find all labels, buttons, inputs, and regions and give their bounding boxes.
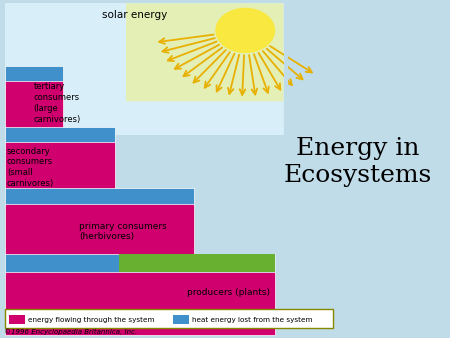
- Bar: [4, 188, 194, 204]
- Text: primary consumers
(herbivores): primary consumers (herbivores): [79, 222, 166, 241]
- Text: tertiary
consumers
(large
carnivores): tertiary consumers (large carnivores): [34, 82, 81, 124]
- Bar: [4, 269, 274, 335]
- Bar: [173, 315, 189, 324]
- Text: heat energy lost from the system: heat energy lost from the system: [192, 317, 313, 323]
- Bar: [4, 66, 63, 81]
- Text: solar energy: solar energy: [103, 10, 167, 20]
- Text: producers (plants): producers (plants): [187, 288, 270, 297]
- Bar: [4, 79, 63, 128]
- Text: ©1996 Encyclopaedia Britannica, Inc.: ©1996 Encyclopaedia Britannica, Inc.: [4, 329, 138, 335]
- Bar: [9, 315, 25, 324]
- FancyBboxPatch shape: [126, 3, 284, 101]
- Text: secondary
consumers
(small
carnivores): secondary consumers (small carnivores): [7, 147, 54, 188]
- Bar: [4, 127, 115, 142]
- Bar: [4, 309, 333, 328]
- Bar: [4, 254, 274, 272]
- Bar: [4, 203, 194, 255]
- Bar: [4, 3, 286, 135]
- Bar: [4, 140, 115, 189]
- Text: Energy in
Ecosystems: Energy in Ecosystems: [284, 138, 432, 187]
- Circle shape: [216, 8, 274, 52]
- Text: energy flowing through the system: energy flowing through the system: [28, 317, 154, 323]
- Bar: [119, 254, 274, 272]
